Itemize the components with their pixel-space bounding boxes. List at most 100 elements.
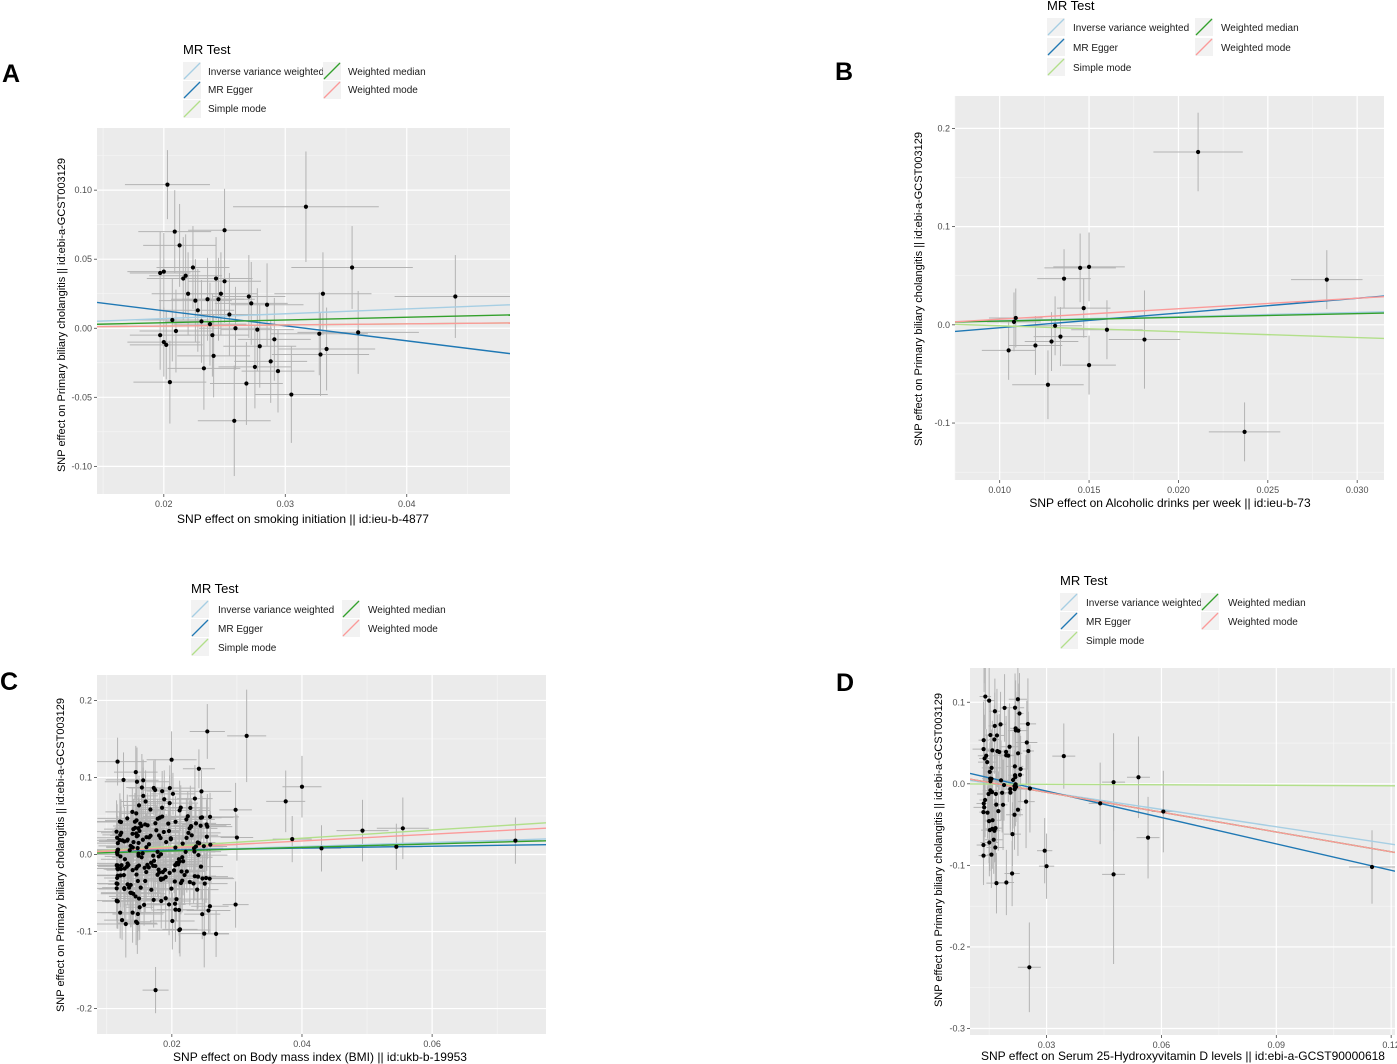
- snp-point: [513, 838, 518, 843]
- snp-point: [134, 872, 139, 877]
- snp-point: [115, 881, 120, 886]
- snp-point: [187, 826, 192, 831]
- y-tick-label: 0.0: [79, 850, 92, 860]
- snp-point: [176, 907, 182, 913]
- snp-point: [227, 312, 232, 317]
- legend-title: MR Test: [183, 42, 231, 57]
- snp-point: [1006, 348, 1011, 353]
- snp-point: [303, 204, 309, 209]
- snp-point: [160, 789, 165, 794]
- x-axis-label: SNP effect on Body mass index (BMI) || i…: [173, 1050, 467, 1064]
- snp-point: [1081, 306, 1086, 311]
- mr-line-wmode: [97, 827, 546, 853]
- legend-item-egger: MR Egger: [1060, 612, 1132, 630]
- snp-point: [981, 842, 986, 848]
- snp-point: [264, 302, 270, 307]
- mr-line-egger: [955, 295, 1384, 333]
- legend-item-wmedian: Weighted median: [1195, 18, 1299, 36]
- y-tick-label: 0.1: [952, 697, 965, 707]
- snp-point: [153, 821, 158, 826]
- snp-point: [148, 833, 153, 838]
- axes: 0.02 0.04 0.06 -0.2 -0.1 0.0 0.1 0.2: [76, 695, 440, 1049]
- panel-letter: C: [0, 668, 18, 696]
- plot-content: [97, 689, 546, 1014]
- snp-point: [140, 837, 145, 842]
- y-tick-label: -0.10: [71, 461, 92, 471]
- gridlines: [970, 668, 1395, 1035]
- legend: MR Test Inverse variance weighted MR Egg…: [183, 42, 426, 118]
- legend-label: Inverse variance weighted: [218, 605, 334, 616]
- x-axis-label: SNP effect on Alcoholic drinks per week …: [1029, 496, 1311, 510]
- snp-point: [131, 826, 136, 832]
- snp-point: [1027, 786, 1033, 791]
- plot-content: [955, 112, 1384, 462]
- snp-point: [173, 907, 178, 912]
- snp-point: [249, 301, 254, 306]
- snp-point: [128, 882, 133, 888]
- legend-item-ivw: Inverse variance weighted: [191, 600, 334, 618]
- snp-point: [994, 733, 1000, 738]
- snp-point: [1324, 277, 1329, 282]
- mr-line-egger: [97, 301, 510, 355]
- snp-point: [114, 898, 119, 903]
- legend-item-ivw: Inverse variance weighted: [183, 62, 324, 80]
- y-tick-label: 0.00: [74, 323, 92, 333]
- snp-point: [252, 364, 258, 370]
- snp-point: [200, 912, 205, 917]
- snp-point: [123, 921, 128, 927]
- snp-point: [128, 890, 133, 895]
- snp-point: [1016, 728, 1021, 733]
- snp-point: [1061, 276, 1067, 281]
- snp-point: [199, 319, 204, 324]
- snp-point: [1196, 149, 1201, 155]
- snp-point: [1007, 744, 1012, 749]
- snp-point: [178, 880, 183, 886]
- snp-point: [136, 840, 141, 846]
- snp-point: [161, 269, 166, 274]
- snp-point: [987, 840, 992, 845]
- snp-point: [1004, 880, 1009, 885]
- mr-line-wmedian: [955, 312, 1384, 323]
- snp-point: [118, 910, 123, 915]
- snp-point: [201, 844, 206, 849]
- legend-item-wmode: Weighted mode: [323, 81, 418, 99]
- snp-point: [246, 294, 251, 299]
- snp-point: [1086, 362, 1092, 368]
- snp-point: [114, 829, 119, 834]
- x-tick-label: 0.030: [1346, 485, 1369, 495]
- snp-point: [115, 841, 120, 846]
- snp-point: [138, 821, 143, 826]
- legend-label: Inverse variance weighted: [1086, 598, 1202, 609]
- snp-point: [133, 770, 138, 775]
- snp-point: [159, 898, 164, 904]
- snp-point: [155, 816, 160, 821]
- legend-label: Weighted median: [348, 67, 426, 78]
- snp-point: [981, 738, 986, 743]
- snp-point: [176, 862, 181, 867]
- snp-point: [1053, 323, 1058, 328]
- snp-point: [151, 897, 156, 903]
- snp-point: [982, 662, 986, 666]
- snp-point: [136, 803, 142, 808]
- snp-point: [179, 869, 184, 874]
- legend-item-wmedian: Weighted median: [342, 600, 446, 618]
- snp-point: [184, 869, 189, 874]
- snp-point: [141, 902, 147, 907]
- snp-point: [118, 819, 124, 825]
- snp-point: [135, 911, 140, 917]
- snp-point: [360, 828, 365, 833]
- snp-point: [184, 817, 189, 822]
- y-tick-label: -0.05: [71, 392, 92, 402]
- y-tick-label: -0.2: [949, 942, 965, 952]
- snp-point: [153, 987, 158, 993]
- snp-point: [1003, 749, 1009, 754]
- snp-point: [115, 848, 120, 853]
- snp-point: [191, 846, 197, 851]
- snp-point: [161, 829, 166, 835]
- snp-point: [168, 837, 173, 842]
- snp-point: [1012, 764, 1017, 769]
- snp-point: [1086, 264, 1092, 269]
- snp-point: [146, 865, 151, 870]
- x-tick-label: 0.06: [423, 1039, 441, 1049]
